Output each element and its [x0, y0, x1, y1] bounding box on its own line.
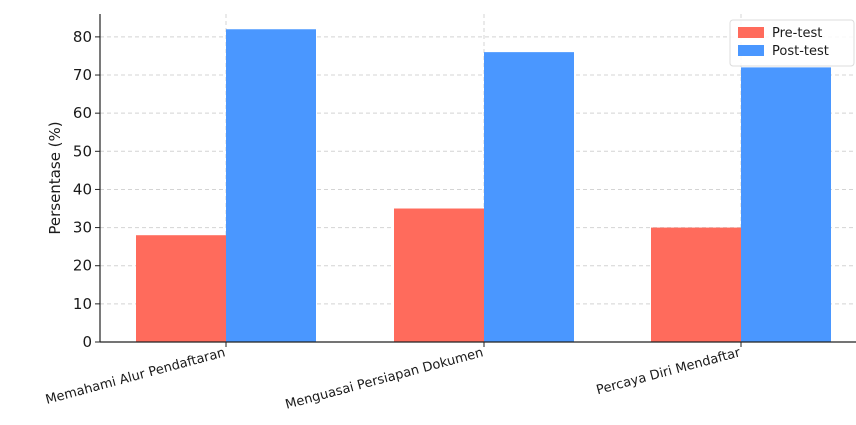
category-label: Memahami Alur Pendaftaran [44, 345, 227, 407]
category-label: Menguasai Persiapan Dokumen [284, 345, 485, 412]
y-axis-title: Persentase (%) [46, 121, 64, 234]
y-tick-label: 10 [73, 295, 92, 313]
legend-swatch-post-test [738, 45, 764, 56]
bars [136, 29, 831, 343]
y-tick-label: 70 [73, 66, 92, 84]
x-tick-labels: Memahami Alur Pendaftaran Menguasai Persi… [44, 342, 743, 413]
bar-pre-test-2 [651, 227, 741, 342]
bar-post-test-0 [226, 29, 316, 343]
bar-pre-test-0 [136, 235, 226, 342]
y-tick-label: 60 [73, 104, 92, 122]
legend: Pre-test Post-test [729, 19, 855, 67]
legend-label: Pre-test [772, 26, 822, 41]
legend-swatch-pre-test [738, 27, 764, 38]
y-tick-label: 0 [82, 333, 92, 351]
category-label: Percaya Diri Mendaftar [595, 345, 743, 398]
bar-post-test-2 [741, 67, 831, 342]
legend-label: Post-test [772, 44, 829, 59]
y-tick-label: 80 [73, 28, 92, 46]
y-tick-labels: 0 10 20 30 40 50 60 70 80 [73, 28, 100, 351]
y-tick-label: 50 [73, 142, 92, 160]
y-tick-label: 30 [73, 219, 92, 237]
bar-pre-test-1 [394, 208, 484, 342]
bar-post-test-1 [484, 52, 574, 343]
y-tick-label: 20 [73, 257, 92, 275]
y-tick-label: 40 [73, 180, 92, 198]
